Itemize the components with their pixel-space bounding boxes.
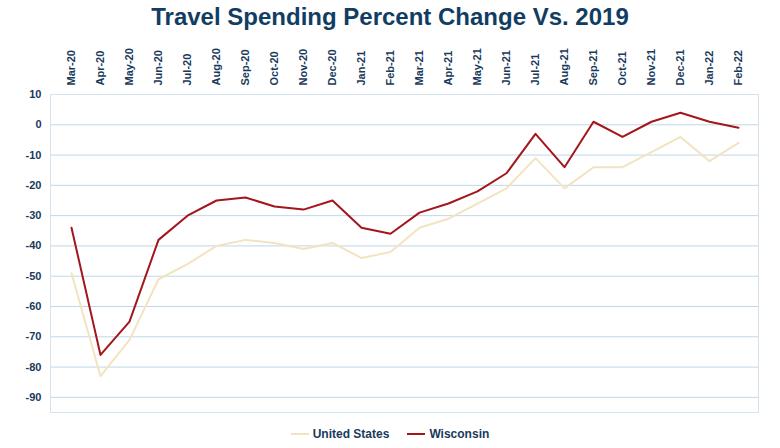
svg-text:0: 0: [35, 118, 41, 130]
svg-text:May-20: May-20: [123, 48, 135, 85]
svg-text:Jan-22: Jan-22: [703, 51, 715, 86]
svg-text:Jan-21: Jan-21: [355, 51, 367, 86]
svg-text:Apr-20: Apr-20: [94, 51, 106, 86]
html-text:Wisconsin: Wisconsin: [429, 427, 490, 441]
svg-text:Sep-21: Sep-21: [587, 49, 599, 85]
svg-text:Mar-21: Mar-21: [413, 50, 425, 85]
svg-text:Nov-21: Nov-21: [645, 49, 657, 86]
svg-text:-80: -80: [26, 361, 42, 373]
svg-text:Jun-20: Jun-20: [152, 50, 164, 85]
svg-text:Sep-20: Sep-20: [239, 49, 251, 85]
html-text:Travel Spending Percent Change: Travel Spending Percent Change Vs. 2019: [151, 3, 629, 30]
svg-text:Jul-20: Jul-20: [181, 54, 193, 86]
svg-text:Oct-21: Oct-21: [616, 51, 628, 85]
html-text:United States: United States: [312, 427, 390, 441]
svg-text:Dec-20: Dec-20: [326, 49, 338, 85]
svg-text:Feb-21: Feb-21: [384, 50, 396, 85]
svg-text:Nov-20: Nov-20: [297, 49, 309, 86]
svg-text:Dec-21: Dec-21: [674, 49, 686, 85]
svg-text:May-21: May-21: [471, 48, 483, 85]
svg-text:-70: -70: [26, 330, 42, 342]
svg-text:-20: -20: [26, 179, 42, 191]
svg-text:-60: -60: [26, 300, 42, 312]
svg-text:Apr-21: Apr-21: [442, 51, 454, 86]
svg-text:Mar-20: Mar-20: [65, 50, 77, 85]
svg-text:Oct-20: Oct-20: [268, 51, 280, 85]
svg-text:-50: -50: [26, 270, 42, 282]
svg-text:Aug-20: Aug-20: [210, 48, 222, 85]
svg-text:Jun-21: Jun-21: [500, 50, 512, 85]
svg-text:-10: -10: [26, 149, 42, 161]
svg-text:10: 10: [29, 88, 41, 100]
svg-text:Feb-22: Feb-22: [732, 50, 744, 85]
svg-text:-40: -40: [26, 239, 42, 251]
svg-text:-30: -30: [26, 209, 42, 221]
svg-text:Jul-21: Jul-21: [529, 54, 541, 86]
svg-text:-90: -90: [26, 391, 42, 403]
svg-text:Aug-21: Aug-21: [558, 48, 570, 85]
